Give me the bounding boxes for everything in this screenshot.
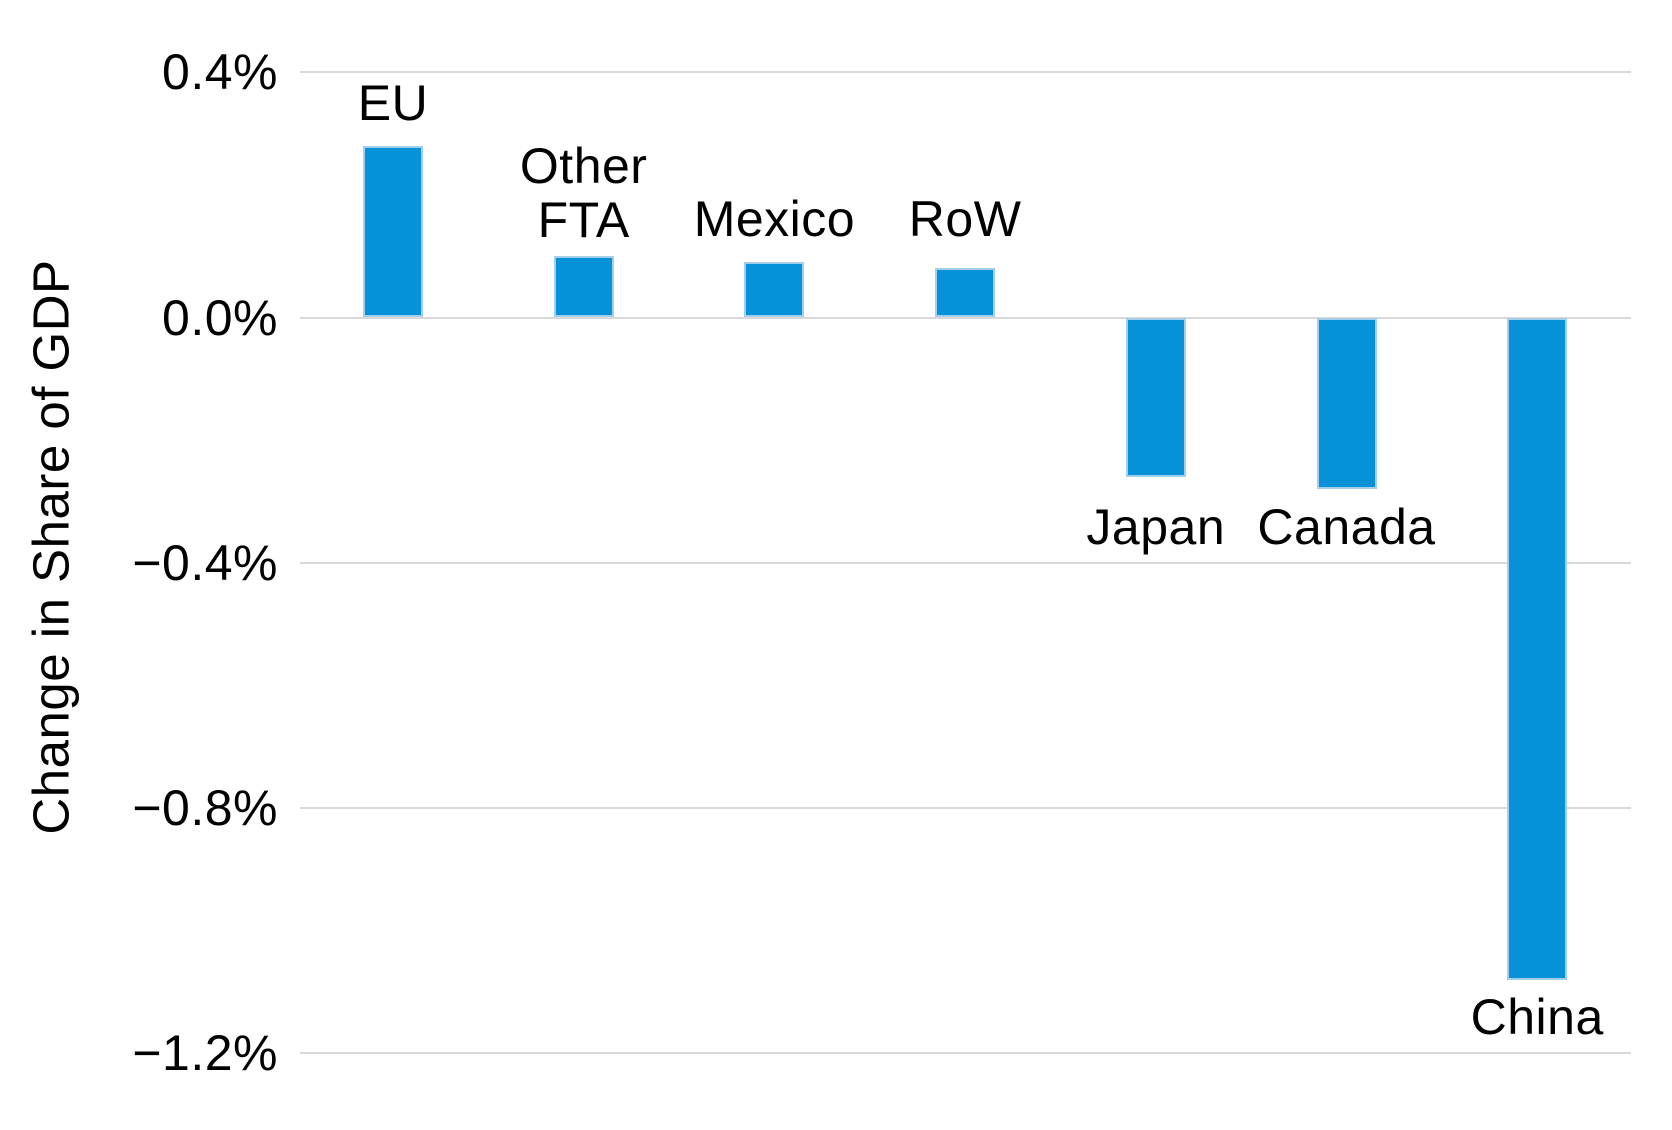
- bar-label-china: China: [1377, 990, 1672, 1044]
- bar-mexico: [744, 262, 805, 318]
- bar-label-line: China: [1470, 989, 1604, 1045]
- y-tick-label--1.2%: −1.2%: [132, 1025, 278, 1082]
- bar-eu: [363, 145, 423, 318]
- y-tick-label--0.4%: −0.4%: [132, 534, 278, 591]
- y-tick-label-0.4%: 0.4%: [162, 44, 278, 101]
- bar-canada: [1316, 317, 1377, 490]
- bar-label-other-fta: Other FTA: [424, 139, 744, 247]
- bar-other-fta: [553, 256, 614, 318]
- y-tick-label--0.8%: −0.8%: [132, 779, 278, 836]
- bar-label-line: EU: [357, 75, 429, 131]
- bar-label-line: Other: [519, 138, 648, 194]
- gridline--0.8%: [300, 806, 1631, 809]
- bar-label-canada: Canada: [1187, 500, 1507, 554]
- bar-label-line: Mexico: [693, 191, 856, 247]
- bar-label-line: Canada: [1257, 499, 1436, 555]
- bar-china: [1507, 317, 1568, 980]
- bar-label-eu: EU: [233, 76, 553, 130]
- bar-label-line: RoW: [908, 191, 1022, 247]
- bar-japan: [1125, 317, 1186, 477]
- y-tick-label-0.0%: 0.0%: [162, 289, 278, 346]
- gridline--0.4%: [300, 561, 1631, 564]
- bar-label-row: RoW: [805, 192, 1125, 246]
- bar-label-mexico: Mexico: [614, 192, 934, 246]
- bar-row: [935, 268, 996, 318]
- bar-label-line: FTA: [537, 192, 630, 248]
- gridline-0.4%: [300, 71, 1631, 74]
- bar-label-japan: Japan: [996, 500, 1316, 554]
- gridline--1.2%: [300, 1052, 1631, 1055]
- bar-label-line: Japan: [1086, 499, 1226, 555]
- gridline-0.0%: [300, 316, 1631, 319]
